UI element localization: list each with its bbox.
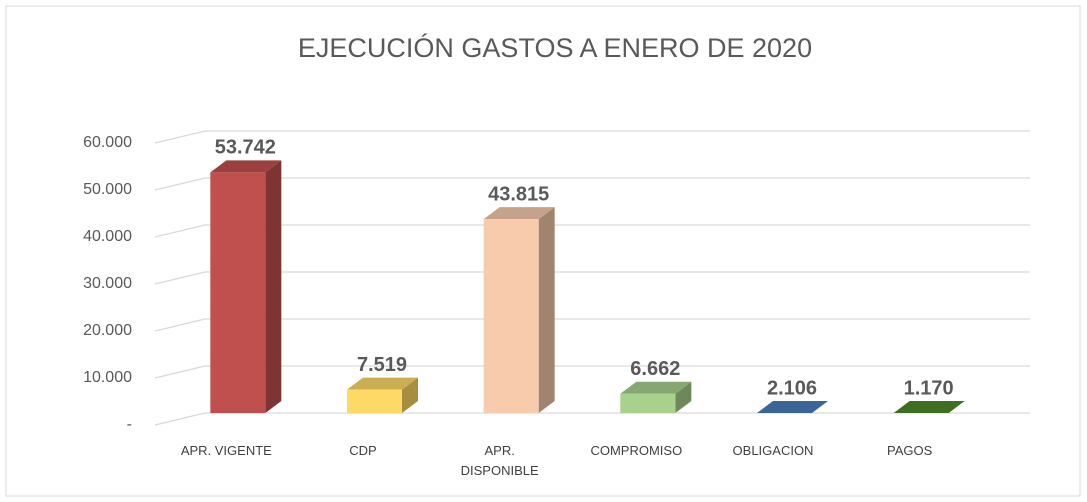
y-tick-label: 50.000: [83, 181, 132, 198]
x-tick-label: COMPROMISO: [590, 443, 683, 458]
bar-side: [402, 377, 418, 413]
bar-front: [210, 172, 266, 413]
value-label: 2.106: [767, 377, 817, 399]
bar-front: [620, 393, 676, 413]
grid-line: [154, 224, 1030, 238]
x-tick-label: APR. DISPONIBLE: [460, 443, 539, 478]
bar: [893, 401, 965, 413]
bar-top: [210, 160, 282, 173]
grid-line: [154, 130, 1030, 144]
y-tick-label: 60.000: [83, 134, 132, 151]
bar-front: [347, 389, 402, 413]
y-tick-label: -: [127, 416, 132, 433]
y-tick-label: 40.000: [83, 228, 132, 245]
grid-line: [154, 412, 1030, 426]
bar-front: [483, 219, 539, 413]
grid-line: [154, 318, 1030, 332]
chart-title: EJECUCIÓN GASTOS A ENERO DE 2020: [298, 32, 812, 63]
bar: [757, 401, 828, 413]
grid-line: [154, 271, 1030, 285]
bar-side: [265, 160, 282, 413]
x-tick-label: PAGOS: [887, 443, 933, 458]
value-label: 1.170: [904, 377, 954, 399]
bar-top: [347, 377, 418, 390]
y-tick-label: 20.000: [83, 322, 132, 339]
value-label: 7.519: [357, 354, 407, 376]
grid-line: [154, 177, 1030, 191]
bar: [483, 207, 555, 413]
y-tick-label: 30.000: [83, 275, 132, 292]
bar: [620, 381, 692, 413]
value-label: 6.662: [630, 358, 680, 380]
bar-side: [675, 381, 692, 413]
x-tick-label: CDP: [349, 443, 377, 458]
y-tick-label: 10.000: [83, 369, 132, 386]
x-tick-label: APR. VIGENTE: [180, 443, 272, 458]
bar-top: [757, 401, 828, 413]
value-label: 53.742: [215, 137, 276, 159]
grid-line: [154, 365, 1030, 379]
bar-top: [483, 207, 555, 220]
bar-side: [538, 207, 555, 413]
bar: [210, 160, 282, 413]
value-label: 43.815: [488, 183, 549, 205]
bar-top: [893, 401, 965, 413]
x-tick-label: OBLIGACION: [732, 443, 814, 458]
bar-top: [620, 381, 692, 394]
bar: [347, 377, 418, 413]
